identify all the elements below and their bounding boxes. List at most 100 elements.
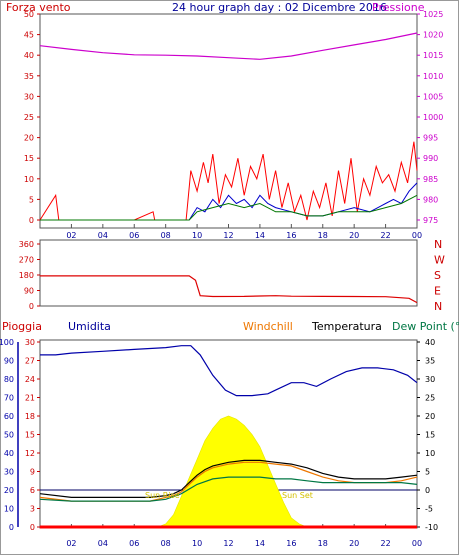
hour-tick-label: 10	[192, 231, 202, 240]
compass-label: W	[434, 254, 445, 267]
wind-direction-plot-area	[39, 239, 418, 307]
series-line	[40, 275, 418, 304]
wind-tick-label: 40	[24, 51, 34, 60]
humidity-tick-label: 10	[4, 505, 14, 514]
pressure-tick-label: 995	[423, 134, 438, 143]
hour-tick-label: 08	[161, 539, 171, 548]
legend-rain: Pioggia	[2, 320, 42, 333]
humidity-tick-label: 70	[4, 394, 14, 403]
direction-tick-label: 0	[29, 302, 34, 311]
compass-label: E	[434, 285, 441, 298]
pressure-tick-label: 985	[423, 175, 438, 184]
series-line	[39, 459, 418, 498]
pressure-tick-label: 1010	[423, 72, 443, 81]
humidity-tick-label: 90	[4, 357, 14, 366]
legend-windchill: Windchill	[243, 320, 293, 333]
hour-tick-label: 12	[223, 539, 233, 548]
humidity-tick-label: 60	[4, 412, 14, 421]
wind-tick-label: 20	[24, 134, 34, 143]
temp-tick-label: -10	[425, 523, 438, 532]
hour-tick-label: 00	[412, 231, 422, 240]
pressure-tick-label: 990	[423, 154, 438, 163]
wind-tick-label: 45	[24, 31, 34, 40]
hour-tick-label: 02	[66, 231, 76, 240]
hour-tick-label: 06	[129, 231, 139, 240]
hour-tick-label: 16	[286, 231, 296, 240]
rain-tick-label: 27	[25, 357, 35, 366]
hour-tick-label: 22	[380, 539, 390, 548]
hour-tick-label: 20	[349, 231, 359, 240]
temp-tick-label: 35	[425, 357, 435, 366]
rain-tick-label: 3	[30, 505, 35, 514]
hour-tick-label: 14	[255, 539, 265, 548]
direction-tick-label: 90	[24, 287, 34, 296]
direction-tick-label: 270	[19, 256, 34, 265]
series-line	[39, 476, 418, 502]
rain-tick-label: 6	[30, 486, 35, 495]
wind-axis-title: Forza vento	[6, 1, 71, 14]
temp-tick-label: 10	[425, 449, 435, 458]
wind-tick-label: 5	[29, 195, 34, 204]
temp-tick-label: -5	[425, 505, 433, 514]
wind-pressure-plot-area	[39, 13, 418, 229]
rain-tick-label: 21	[25, 394, 35, 403]
humidity-tick-label: 50	[4, 431, 14, 440]
rain-tick-label: 24	[25, 375, 35, 384]
temp-tick-label: 0	[425, 486, 430, 495]
rain-tick-label: 9	[30, 468, 35, 477]
humidity-tick-label: 0	[9, 523, 14, 532]
legend-humidity: Umidita	[68, 320, 111, 333]
wind-tick-label: 10	[24, 175, 34, 184]
humidity-tick-label: 20	[4, 486, 14, 495]
temp-tick-label: 25	[425, 394, 435, 403]
solar-area	[40, 415, 417, 528]
temp-tick-label: 40	[425, 338, 435, 347]
series-line	[40, 194, 418, 221]
direction-tick-label: 360	[19, 240, 34, 249]
hour-tick-label: 06	[129, 539, 139, 548]
legend-temperature: Temperatura	[311, 320, 382, 333]
series-line	[40, 182, 418, 221]
pressure-tick-label: 980	[423, 195, 438, 204]
wind-tick-label: 25	[24, 113, 34, 122]
sunrise-label: Sun Rise	[145, 491, 180, 500]
hour-tick-label: 14	[255, 231, 265, 240]
direction-tick-label: 180	[19, 271, 34, 280]
humidity-tick-label: 30	[4, 468, 14, 477]
hour-tick-label: 12	[223, 231, 233, 240]
temperature-humidity-panel: 0102030405060708090100036912151821242730…	[0, 338, 438, 548]
wind-tick-label: 15	[24, 154, 34, 163]
rain-tick-label: 12	[25, 449, 35, 458]
rain-tick-label: 30	[25, 338, 35, 347]
hour-tick-label: 08	[161, 231, 171, 240]
hour-tick-label: 04	[98, 231, 108, 240]
series-line	[40, 345, 418, 397]
legend-dewpoint: Dew Point (°C	[392, 320, 459, 333]
compass-label: N	[434, 300, 442, 313]
temp-tick-label: 15	[425, 431, 435, 440]
hour-tick-label: 18	[318, 231, 328, 240]
pressure-tick-label: 1025	[423, 10, 443, 19]
wind-tick-label: 0	[29, 216, 34, 225]
pressure-tick-label: 1015	[423, 51, 443, 60]
hour-tick-label: 00	[412, 539, 422, 548]
hour-tick-label: 10	[192, 539, 202, 548]
pressure-tick-label: 1020	[423, 31, 443, 40]
hour-tick-label: 18	[318, 539, 328, 548]
hour-tick-label: 20	[349, 539, 359, 548]
humidity-tick-label: 80	[4, 375, 14, 384]
sunset-label: Sun Set	[282, 491, 313, 500]
rain-tick-label: 18	[25, 412, 35, 421]
pressure-axis-title: Pressione	[372, 1, 425, 14]
temp-tick-label: 20	[425, 412, 435, 421]
compass-label: N	[434, 238, 442, 251]
hour-tick-label: 02	[66, 539, 76, 548]
hour-tick-label: 22	[380, 231, 390, 240]
series-line	[39, 32, 418, 60]
temp-tick-label: 5	[425, 468, 430, 477]
rain-tick-label: 15	[25, 431, 35, 440]
pressure-tick-label: 1005	[423, 92, 443, 101]
